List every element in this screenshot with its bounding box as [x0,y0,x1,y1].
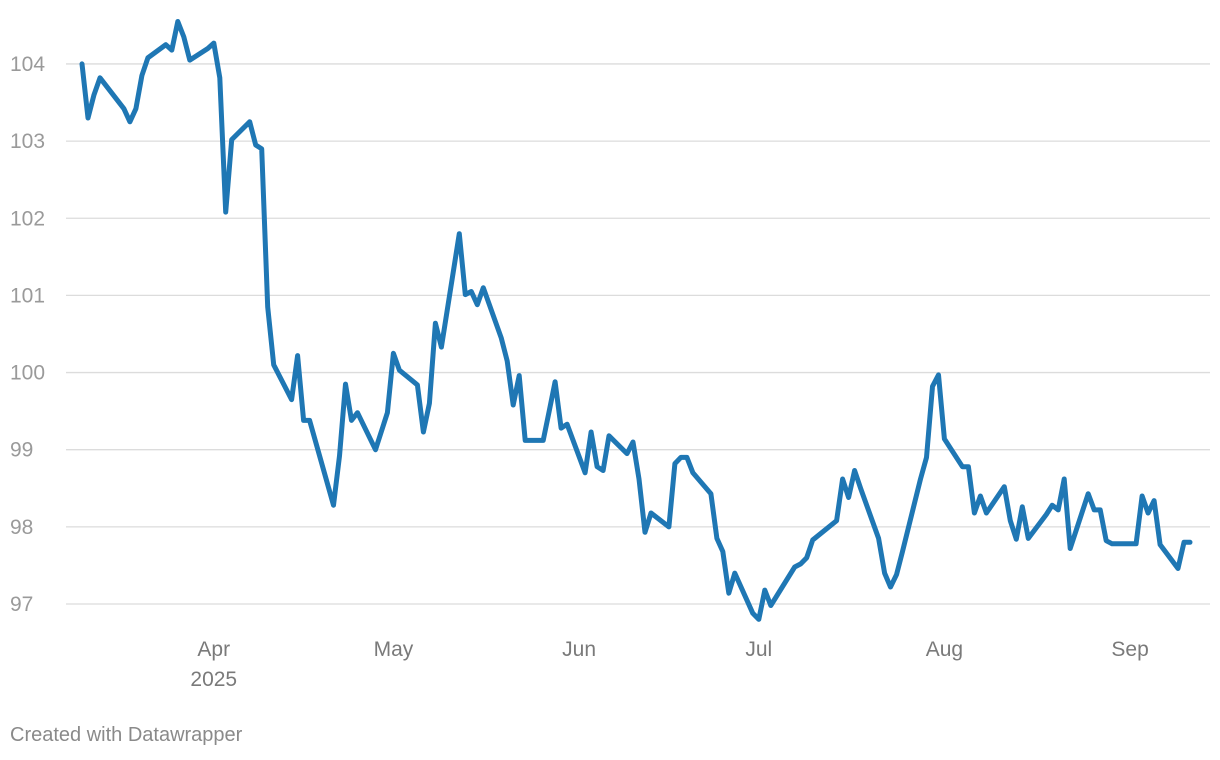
y-tick-label-103: 103 [10,130,45,153]
line-chart: 97 98 99 100 101 102 103 104 Apr 2025 May Jun Jul Au… [10,19,1210,691]
y-tick-label-101: 101 [10,284,45,307]
series-layer [79,19,1193,622]
x-tick-label-may: May [374,638,414,661]
x-tick-sublabel-apr: 2025 [190,668,237,691]
x-tick-label-jul: Jul [745,638,772,661]
series-line-0 [79,19,1193,622]
x-tick-label-apr: Apr [197,638,230,661]
x-axis-tick-labels: Apr 2025 May Jun Jul Aug Sep [190,638,1148,691]
x-tick-label-jun: Jun [562,638,596,661]
y-tick-label-102: 102 [10,207,45,230]
y-tick-label-97: 97 [10,593,33,616]
x-tick-label-sep: Sep [1111,638,1148,661]
x-tick-label-aug: Aug [926,638,963,661]
y-tick-label-98: 98 [10,516,33,539]
y-tick-label-104: 104 [10,53,45,76]
y-tick-label-99: 99 [10,439,33,462]
y-axis-tick-labels: 97 98 99 100 101 102 103 104 [10,53,45,616]
credit-line: Created with Datawrapper [10,724,243,746]
y-tick-label-100: 100 [10,362,45,385]
